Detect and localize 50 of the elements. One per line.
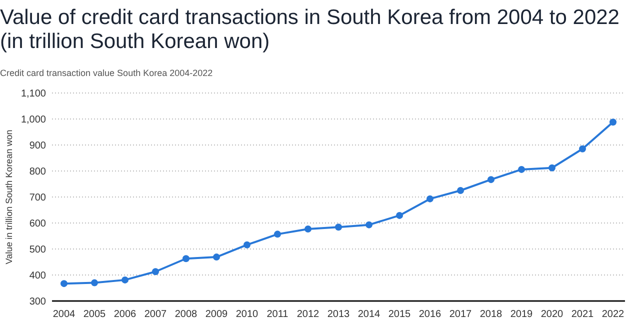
y-tick-label: 500 [29,244,46,256]
point [610,118,616,126]
x-tick-label: 2004 [52,309,76,320]
point [579,145,586,152]
x-tick-label: 2008 [174,309,198,320]
x-tick-label: 2019 [510,309,534,320]
x-tick-label: 2009 [205,309,228,320]
x-tick-label: 2015 [388,309,412,320]
point [274,230,281,238]
y-tick-label: 1,000 [20,114,46,126]
x-tick-label: 2017 [449,309,472,320]
x-tick-label: 2005 [83,309,106,320]
y-tick-label: 700 [29,192,46,204]
point [396,212,403,219]
x-tick-label: 2012 [296,309,320,320]
point [91,279,98,286]
chart-title: Value of credit card transactions in South Korea from 2004 to 2022 (in trillion South Korean won) [0,6,620,53]
y-tick-label: 1,100 [20,88,46,100]
point [548,164,556,172]
point [122,276,128,284]
x-tick-label: 2018 [480,309,503,320]
x-tick-label: 2007 [144,309,168,320]
point [426,195,434,202]
point [304,225,312,232]
chart-subtitle: Credit card transaction value South Korea 2004-2022 [0,68,213,78]
point [335,224,342,231]
y-tick-label: 800 [29,166,46,178]
x-tick-label: 2014 [358,309,381,320]
x-tick-label: 2011 [266,309,289,320]
point [518,166,525,173]
point [457,187,464,194]
x-tick-label: 2010 [236,309,259,320]
y-tick-label: 400 [29,270,46,282]
point [366,221,372,228]
y-tick-label: 900 [29,140,46,152]
point [152,268,159,276]
x-tick-label: 2021 [571,309,594,320]
y-tick-label: 300 [29,296,46,308]
point [60,280,68,288]
x-tick-label: 2020 [540,309,564,320]
x-tick-label: 2016 [418,309,442,320]
point [182,255,190,262]
x-tick-label: 2006 [114,309,137,320]
point [488,176,494,184]
y-tick-label: 600 [29,218,46,230]
x-tick-label: 2022 [602,309,625,320]
point [213,254,220,261]
x-tick-label: 2013 [327,309,350,320]
y-axis-title: Value in trillion South Korean won [4,130,14,264]
point [244,241,250,248]
